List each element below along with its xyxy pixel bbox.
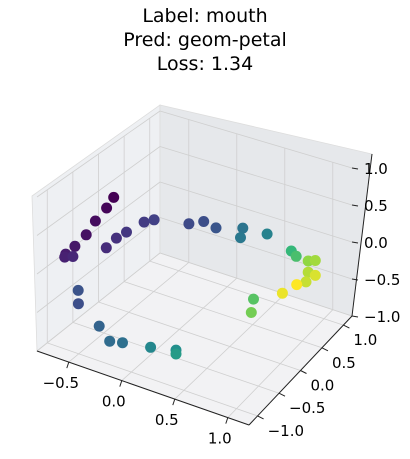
scatter-point	[183, 218, 195, 230]
scatter-point	[93, 320, 105, 332]
z-tick-mark	[351, 278, 359, 281]
y-tick-mark	[257, 415, 264, 420]
scatter-point	[72, 284, 84, 296]
scatter-point	[67, 251, 79, 262]
z-tick-mark	[351, 204, 359, 207]
tick-marks: −0.5 0.0 0.5 1.0 −1.0 −0.5 0.0 0.5 1.0 −1.0 −0.5 0.…	[43, 160, 401, 448]
scatter-point	[309, 269, 321, 281]
scatter-point	[110, 232, 122, 244]
x-tick-mark	[172, 398, 176, 406]
scatter-point	[248, 293, 259, 305]
scatter-point	[291, 279, 303, 291]
chart-title: Label: mouth Pred: geom-petal Loss: 1.34	[0, 4, 410, 76]
title-line-loss: Loss: 1.34	[156, 53, 254, 75]
data-points	[59, 191, 321, 360]
x-axis-line	[36, 350, 250, 426]
y-tick-mark	[321, 347, 329, 352]
x-tick-label: 0.0	[102, 393, 126, 411]
scatter-point	[104, 335, 116, 347]
z-tick-mark	[351, 241, 359, 244]
scatter-point	[100, 242, 112, 254]
z-axis-line	[351, 153, 373, 317]
grid-line-z	[159, 110, 353, 169]
scatter-point	[80, 229, 92, 241]
grid-line-y	[47, 342, 258, 417]
z-tick-mark	[351, 315, 359, 318]
grid-line-z	[36, 181, 161, 275]
z-tick-label: 0.5	[364, 197, 388, 215]
grid-line-z	[36, 146, 161, 236]
y-tick-mark	[343, 324, 350, 329]
scatter-point	[117, 337, 128, 349]
x-tick-mark	[66, 361, 70, 369]
y-tick-label: −1.0	[268, 422, 304, 440]
scatter-point	[69, 240, 81, 252]
y-tick-label: 1.0	[353, 331, 377, 349]
scatter-point	[145, 341, 157, 353]
x-tick-mark	[119, 380, 123, 387]
scatter-point	[290, 250, 302, 262]
scatter-point	[89, 215, 101, 227]
scatter-point	[121, 226, 132, 238]
grid-line-z	[159, 252, 353, 317]
scatter-point	[59, 251, 71, 263]
x-tick-label: −0.5	[43, 374, 79, 392]
scatter-point	[170, 348, 182, 360]
x-tick-mark	[225, 417, 229, 424]
grid-line-z	[159, 181, 353, 243]
z-tick-label: −0.5	[364, 271, 400, 289]
scatter-point	[261, 228, 273, 240]
title-line-pred: Pred: geom-petal	[123, 29, 287, 51]
grid-lines	[36, 110, 353, 418]
grid-line-z	[36, 252, 161, 352]
y-tick-label: 0.0	[311, 377, 335, 395]
title-line-label: Label: mouth	[142, 5, 268, 27]
scatter-point	[108, 191, 120, 203]
x-tick-label: 1.0	[208, 430, 232, 448]
scatter-point	[210, 222, 222, 234]
z-tick-label: 0.0	[364, 234, 388, 252]
grid-line-y	[98, 301, 301, 371]
z-tick-label: −1.0	[364, 308, 400, 326]
x-tick-label: 0.5	[155, 411, 179, 429]
scatter-point	[245, 307, 257, 318]
scatter-point	[276, 287, 288, 299]
grid-line-y	[149, 260, 344, 326]
z-tick-label: 1.0	[364, 160, 388, 178]
y-tick-label: −0.5	[289, 399, 325, 417]
scatter-point	[138, 216, 150, 228]
scatter-point	[237, 222, 249, 234]
scatter-point	[72, 298, 84, 310]
scatter-point	[235, 232, 246, 244]
grid-line-z	[159, 146, 353, 206]
y-tick-mark	[278, 392, 286, 397]
grid-line-z	[36, 217, 161, 313]
scatter-point	[198, 216, 210, 227]
grid-line-z	[36, 110, 161, 198]
grid-line-y	[123, 281, 323, 349]
y-tick-mark	[300, 370, 307, 374]
scatter-point	[300, 276, 312, 288]
scatter-point	[148, 214, 160, 226]
y-tick-label: 0.5	[332, 354, 356, 372]
scatter-point	[101, 202, 113, 214]
scatter-point	[309, 255, 321, 266]
z-tick-mark	[351, 167, 359, 170]
